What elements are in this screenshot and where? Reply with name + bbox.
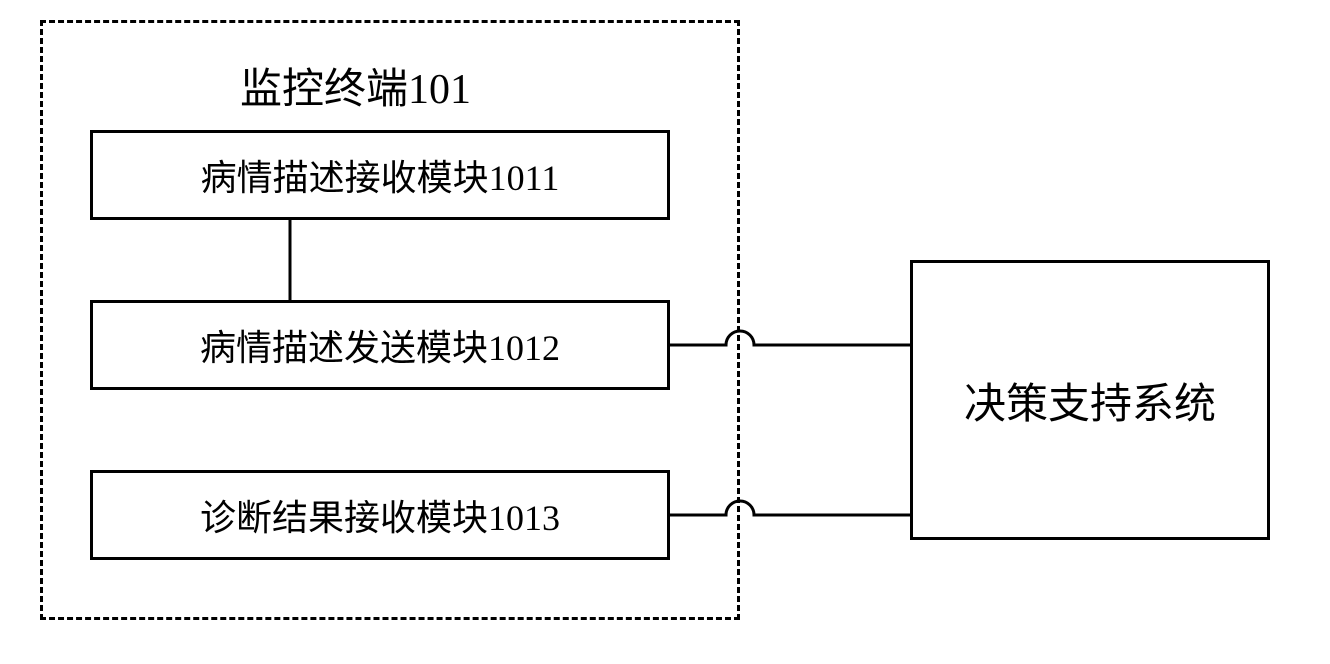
monitoring-terminal-title: 监控终端101	[240, 55, 471, 116]
condition-description-send-module: 病情描述发送模块1012	[90, 300, 670, 390]
module-1013-label: 诊断结果接收模块1013	[200, 489, 560, 541]
module-1012-label: 病情描述发送模块1012	[200, 319, 560, 371]
decision-support-system: 决策支持系统	[910, 260, 1270, 540]
decision-support-label: 决策支持系统	[964, 370, 1216, 431]
condition-description-receive-module: 病情描述接收模块1011	[90, 130, 670, 220]
block-diagram: 监控终端101 病情描述接收模块1011 病情描述发送模块1012 诊断结果接收…	[40, 20, 1290, 640]
module-1011-label: 病情描述接收模块1011	[201, 149, 560, 201]
diagnosis-result-receive-module: 诊断结果接收模块1013	[90, 470, 670, 560]
